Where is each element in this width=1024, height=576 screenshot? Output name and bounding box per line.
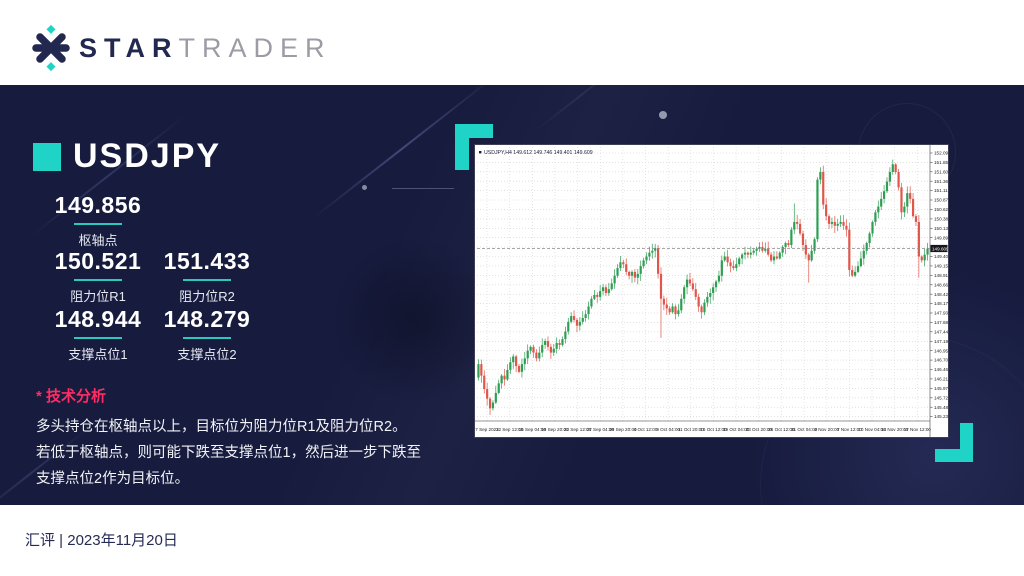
pair-title: USDJPY [73,137,222,175]
svg-text:146.950: 146.950 [934,348,948,353]
decor-dot [659,111,667,119]
support-2-level: 148.279 支撑点位2 [142,306,272,363]
svg-text:148.910: 148.910 [934,273,948,278]
svg-text:17 Nov 12:00: 17 Nov 12:00 [904,427,932,432]
svg-text:150.380: 150.380 [934,217,948,222]
pair-title-row: USDJPY [33,137,221,176]
support-2-label: 支撑点位2 [177,347,237,362]
footer-caption: 汇评 | 2023年11月20日 [25,532,178,549]
resistance-1-level: 150.521 阻力位R1 [38,248,158,305]
svg-text:26 Oct 12:00: 26 Oct 12:00 [768,427,795,432]
teal-underline [74,279,122,281]
svg-text:15 Sep 04:00: 15 Sep 04:00 [519,427,547,432]
decor-blob [330,235,500,405]
teal-underline [183,337,231,339]
svg-text:7 Nov 12:00: 7 Nov 12:00 [837,427,862,432]
resistance-2-value: 151.433 [163,248,251,274]
svg-text:150.135: 150.135 [934,226,948,231]
svg-text:14 Nov 20:00: 14 Nov 20:00 [881,427,909,432]
resistance-2-level: 151.433 阻力位R2 [142,248,272,305]
support-1-label: 支撑点位1 [68,347,128,362]
brand-trader: TRADER [178,32,332,63]
brand-star: STAR [79,32,179,63]
svg-text:148.175: 148.175 [934,301,948,306]
brand-wordmark: STARTRADER [79,33,332,64]
star-asterisk-icon [32,24,70,72]
support-1-value: 148.944 [54,306,142,332]
header: STARTRADER [0,0,1024,85]
svg-text:151.850: 151.850 [934,160,948,165]
svg-text:10 Nov 04:00: 10 Nov 04:00 [858,427,886,432]
resistance-2-label: 阻力位R2 [179,289,235,304]
svg-text:148.665: 148.665 [934,282,948,287]
decor-line [392,188,454,189]
teal-underline [74,223,122,225]
svg-text:149.400: 149.400 [934,254,948,259]
svg-text:145.235: 145.235 [934,414,948,419]
pivot-level: 149.856 枢轴点 [38,192,158,249]
svg-text:145.725: 145.725 [934,395,948,400]
analysis-panel: USDJPY 149.856 枢轴点 150.521 阻力位R1 151.433… [0,85,1024,505]
svg-text:145.970: 145.970 [934,386,948,391]
svg-text:147.930: 147.930 [934,311,948,316]
analysis-line: 若低于枢轴点，则可能下跌至支撑点位1，然后进一步下跌至 [36,445,422,461]
svg-text:11 Oct 20:00: 11 Oct 20:00 [678,427,704,432]
svg-text:12 Sep 12:00: 12 Sep 12:00 [496,427,524,432]
svg-text:23 Oct 20:00: 23 Oct 20:00 [746,427,773,432]
svg-text:146.460: 146.460 [934,367,948,372]
footer: 汇评 | 2023年11月20日 [0,505,1024,576]
svg-text:151.115: 151.115 [934,188,948,193]
support-2-value: 148.279 [163,306,251,332]
svg-text:150.870: 150.870 [934,198,948,203]
svg-text:19 Sep 20:00: 19 Sep 20:00 [541,427,569,432]
usdjpy-candlestick-chart: 152.095 151.850 151.605 151.360 151.115 150.8… [475,145,948,437]
svg-text:7 Sep 2023: 7 Sep 2023 [475,427,499,432]
resistance-1-label: 阻力位R1 [70,289,126,304]
svg-text:147.440: 147.440 [934,329,948,334]
svg-text:150.625: 150.625 [934,207,948,212]
svg-text:152.095: 152.095 [934,151,948,156]
svg-text:USDJPY,H4 149.612 149.746 149: USDJPY,H4 149.612 149.746 149.401 149.60… [484,150,593,156]
decor-dot [362,185,367,190]
svg-text:27 Sep 04:00: 27 Sep 04:00 [587,427,615,432]
technical-analysis-heading: * 技术分析 [36,388,107,405]
svg-text:31 Oct 04:00: 31 Oct 04:00 [791,427,818,432]
svg-text:151.360: 151.360 [934,179,948,184]
svg-text:22 Sep 12:00: 22 Sep 12:00 [564,427,592,432]
teal-underline [74,337,122,339]
teal-underline [183,279,231,281]
title-accent-square [33,142,61,171]
chart-corner-bracket-top-left [455,124,493,170]
resistance-1-value: 150.521 [54,248,142,274]
technical-analysis: * 技术分析 多头持仓在枢轴点以上，目标位为阻力位R1及阻力位R2。 若低于枢轴… [36,385,421,492]
svg-text:4 Oct 12:00: 4 Oct 12:00 [634,427,658,432]
pivot-value: 149.856 [54,192,142,218]
analysis-line: 多头持仓在枢轴点以上，目标位为阻力位R1及阻力位R2。 [36,419,407,435]
svg-text:149.609: 149.609 [932,246,948,251]
pivot-label: 枢轴点 [78,233,118,248]
analysis-line: 支撑点位2作为目标位。 [36,471,190,487]
svg-text:146.705: 146.705 [934,358,948,363]
support-1-level: 148.944 支撑点位1 [38,306,158,363]
svg-text:149.890: 149.890 [934,235,948,240]
svg-text:145.480: 145.480 [934,405,948,410]
svg-text:151.605: 151.605 [934,169,948,174]
brand-logo: STARTRADER [31,24,332,72]
svg-text:9 Oct 04:00: 9 Oct 04:00 [656,427,680,432]
svg-text:148.420: 148.420 [934,292,948,297]
svg-text:16 Oct 12:00: 16 Oct 12:00 [700,427,727,432]
svg-text:29 Sep 20:00: 29 Sep 20:00 [609,427,637,432]
chart-corner-bracket-bottom-right [935,423,973,462]
svg-text:149.155: 149.155 [934,264,948,269]
svg-text:2 Nov 20:00: 2 Nov 20:00 [814,427,839,432]
svg-text:19 Oct 04:00: 19 Oct 04:00 [723,427,750,432]
svg-text:147.195: 147.195 [934,339,948,344]
svg-text:147.685: 147.685 [934,320,948,325]
svg-text:146.215: 146.215 [934,377,948,382]
